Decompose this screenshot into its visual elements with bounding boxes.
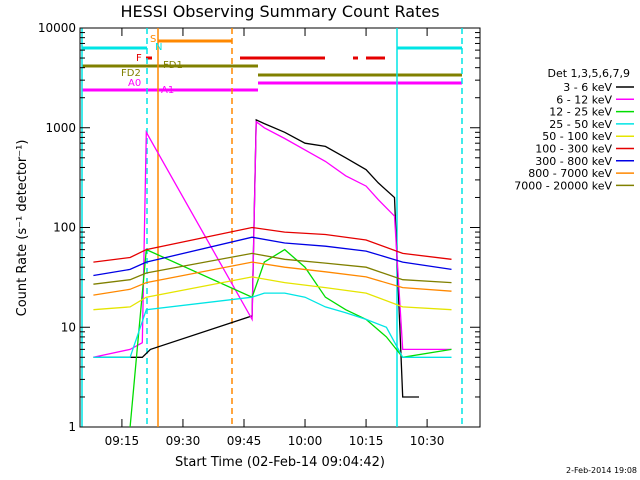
series-line-8	[93, 252, 452, 285]
legend-entry: 50 - 100 keV	[542, 130, 612, 143]
x-tick-label: 10:30	[410, 434, 445, 448]
y-tick-label: 1000	[45, 121, 76, 135]
legend-entry: 100 - 300 keV	[535, 143, 612, 156]
x-tick-label: 09:15	[105, 434, 140, 448]
series-line-0	[93, 118, 419, 398]
axes: 09:15 09:30 09:45 10:00 10:15 10:30 1 10 100 1000…	[38, 21, 480, 448]
legend-entry: 300 - 800 keV	[535, 155, 612, 168]
x-tick-label: 09:45	[227, 434, 262, 448]
flag-label: FD1	[163, 60, 183, 71]
series-line-4	[93, 276, 452, 311]
y-axis-label: Count Rate (s⁻¹ detector⁻¹)	[15, 140, 30, 317]
legend-entry: 12 - 25 keV	[549, 106, 612, 119]
series-line-7	[93, 261, 452, 296]
legend-entry: 7000 - 20000 keV	[514, 179, 612, 192]
flag-label: N	[155, 42, 162, 53]
legend-entry: 800 - 7000 keV	[528, 167, 612, 180]
series-line-1	[93, 120, 452, 358]
chart-title: HESSI Observing Summary Count Rates	[120, 2, 439, 21]
series-group	[93, 118, 452, 428]
y-tick-label: 100	[53, 221, 76, 235]
series-line-3	[93, 292, 452, 358]
y-tick-label: 1	[68, 420, 76, 434]
x-tick-label: 10:15	[349, 434, 384, 448]
flag-label: FD2	[121, 68, 141, 79]
x-tick-label: 10:00	[288, 434, 323, 448]
series-line-6	[93, 236, 452, 277]
x-tick-label: 09:30	[166, 434, 201, 448]
series-line-2	[129, 248, 452, 428]
flag-label: A1	[161, 85, 174, 96]
legend-entry: 6 - 12 keV	[556, 93, 612, 106]
legend-entry: 25 - 50 keV	[549, 118, 612, 131]
series-line-5	[93, 226, 452, 263]
flag-label: F	[136, 53, 142, 64]
legend-title: Det 1,3,5,6,7,9	[547, 67, 630, 80]
flag-label: A0	[128, 78, 141, 89]
flag-label: S	[150, 34, 156, 45]
x-axis-label: Start Time (02-Feb-14 09:04:42)	[175, 455, 385, 470]
timestamp: 2-Feb-2014 19:08	[566, 466, 637, 475]
legend-entry: 3 - 6 keV	[563, 81, 612, 94]
y-tick-label: 10000	[38, 21, 76, 35]
y-tick-label: 10	[61, 320, 76, 334]
